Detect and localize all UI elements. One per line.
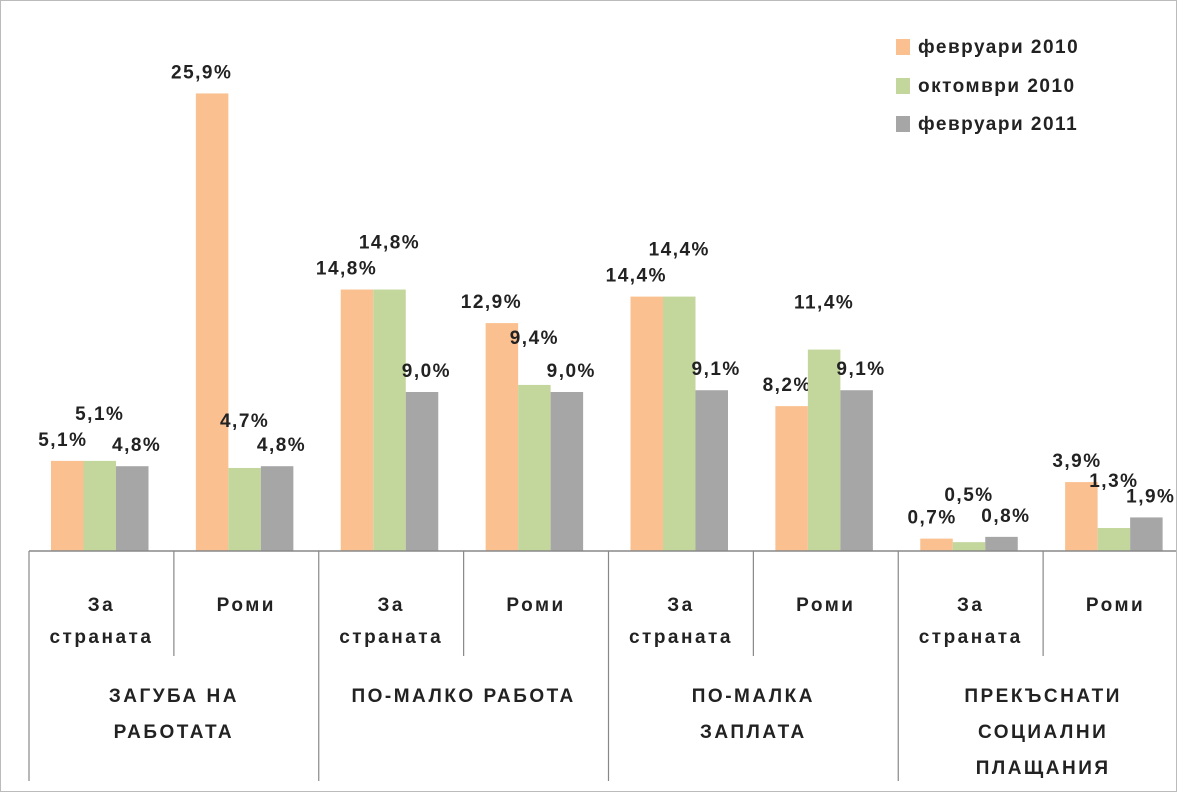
bar (775, 406, 808, 551)
data-label: 5,1% (38, 430, 87, 451)
data-label: 14,4% (606, 266, 667, 287)
x-tick-label: За страната (918, 595, 1023, 648)
data-label: 1,3% (1089, 471, 1138, 492)
data-label: 12,9% (461, 292, 522, 313)
legend-swatch (896, 78, 910, 94)
data-label: 8,2% (763, 375, 812, 396)
data-label: 14,4% (649, 240, 710, 261)
bar (195, 93, 229, 551)
data-label: 4,8% (112, 435, 161, 456)
bar (228, 467, 261, 551)
data-label: 9,1% (836, 359, 885, 380)
data-label: 5,1% (75, 404, 124, 425)
data-label: 9,0% (402, 361, 451, 382)
legend-label: февруари 2010 (918, 37, 1079, 58)
legend-swatch (896, 39, 910, 55)
data-label: 25,9% (171, 62, 232, 83)
x-tick-label: Роми (796, 595, 856, 616)
bar (340, 289, 374, 551)
bar (485, 323, 519, 551)
data-label: 14,8% (359, 233, 420, 254)
data-label: 4,7% (220, 411, 269, 432)
bar (51, 460, 84, 551)
x-tick-label: За страната (339, 595, 444, 648)
group-label: ПО-МАЛКА ЗАПЛАТА (691, 686, 815, 743)
bar (952, 542, 986, 551)
bar (373, 289, 406, 551)
x-tick-label: За страната (49, 595, 154, 648)
bar (1065, 482, 1098, 551)
data-label: 3,9% (1052, 451, 1101, 472)
bar (260, 466, 294, 551)
data-label: 0,8% (981, 506, 1030, 527)
bar (985, 536, 1018, 551)
data-label: 9,4% (510, 328, 559, 349)
data-label: 11,4% (794, 293, 854, 314)
x-tick-label: За страната (628, 595, 733, 648)
data-label: 0,7% (907, 508, 956, 529)
bar (405, 392, 439, 551)
data-label: 9,1% (692, 359, 741, 380)
bar (663, 296, 696, 551)
bar (83, 460, 116, 551)
bar (1130, 517, 1163, 551)
data-label: 4,8% (257, 435, 306, 456)
x-tick-label: Роми (506, 595, 566, 616)
bar (695, 390, 728, 551)
bar (840, 390, 873, 551)
bar (518, 384, 551, 551)
data-label: 9,0% (547, 361, 596, 382)
bar (630, 296, 663, 551)
legend-label: февруари 2011 (918, 114, 1078, 135)
bar (1097, 528, 1131, 551)
legend-swatch (896, 116, 910, 132)
x-tick-label: Роми (1085, 595, 1146, 616)
bar (807, 349, 841, 551)
data-label: 0,5% (944, 485, 993, 506)
bar (550, 392, 584, 551)
data-label: 1,9% (1126, 486, 1175, 507)
group-label: ПРЕКЪСНАТИ СОЦИАЛНИ ПЛАЩАНИЯ (964, 686, 1122, 779)
bar (116, 466, 149, 551)
group-label: ПО-МАЛКО РАБОТА (351, 686, 576, 707)
x-tick-label: Роми (216, 595, 276, 616)
data-label: 14,8% (316, 259, 377, 280)
group-label: ЗАГУБА НА РАБОТАТА (108, 686, 239, 743)
bar (920, 538, 953, 551)
legend-label: октомври 2010 (918, 76, 1076, 97)
